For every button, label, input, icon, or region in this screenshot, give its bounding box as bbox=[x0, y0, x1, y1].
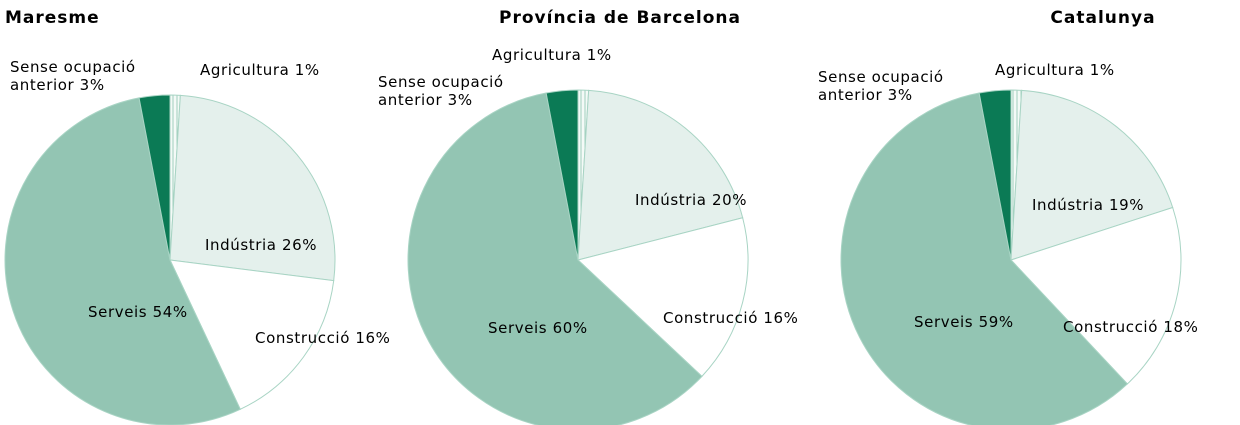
category-name: Construcció bbox=[663, 309, 758, 327]
pie-slice bbox=[576, 217, 749, 378]
pie-slice bbox=[978, 89, 1012, 261]
slice-label: Serveis 60% bbox=[488, 319, 588, 337]
value-label: 3% bbox=[79, 76, 105, 94]
pie-slice bbox=[840, 92, 1129, 425]
category-name: Serveis bbox=[488, 319, 548, 337]
slice-label: Serveis 59% bbox=[914, 313, 1014, 331]
slice-label: Indústria 19% bbox=[1032, 196, 1144, 214]
category-name: Indústria bbox=[1032, 196, 1104, 214]
category-name: Construcció bbox=[1063, 318, 1158, 336]
slice-label: Sense ocupació anterior 3% bbox=[10, 58, 150, 94]
category-name: Sense ocupació anterior bbox=[818, 68, 944, 104]
value-label: 19% bbox=[1108, 196, 1145, 214]
chart-title: Maresme bbox=[5, 8, 100, 28]
chart-title: Província de Barcelona bbox=[499, 8, 741, 28]
value-label: 20% bbox=[711, 191, 748, 209]
slice-label: Construcció 16% bbox=[255, 329, 390, 347]
pie-slice bbox=[138, 94, 171, 261]
chart-title: Catalunya bbox=[1050, 8, 1156, 28]
value-label: 3% bbox=[887, 86, 913, 104]
pie-slice bbox=[1010, 206, 1182, 385]
category-name: Indústria bbox=[635, 191, 707, 209]
category-name: Sense ocupació anterior bbox=[10, 58, 136, 94]
category-name: Sense ocupació anterior bbox=[378, 73, 504, 109]
pie-slice bbox=[577, 89, 744, 261]
slice-label: Construcció 18% bbox=[1063, 318, 1198, 336]
value-label: 1% bbox=[586, 46, 612, 64]
value-label: 18% bbox=[1163, 318, 1199, 336]
pie-slice bbox=[169, 94, 336, 282]
category-name: Agricultura bbox=[492, 46, 582, 64]
slice-label: Agricultura 1% bbox=[492, 46, 612, 64]
slice-label: Agricultura 1% bbox=[200, 61, 320, 79]
category-name: Agricultura bbox=[995, 61, 1085, 79]
category-name: Serveis bbox=[88, 303, 148, 321]
category-name: Construcció bbox=[255, 329, 350, 347]
value-label: 59% bbox=[978, 313, 1014, 331]
value-label: 54% bbox=[152, 303, 188, 321]
slice-label: Indústria 20% bbox=[635, 191, 747, 209]
slice-label: Indústria 26% bbox=[205, 236, 317, 254]
value-label: 1% bbox=[294, 61, 320, 79]
pie-slice bbox=[169, 259, 335, 410]
pie-slice bbox=[407, 92, 703, 425]
pie-slice bbox=[545, 89, 579, 261]
pie-slice bbox=[1010, 89, 1174, 261]
category-name: Indústria bbox=[205, 236, 277, 254]
slice-label: Sense ocupació anterior 3% bbox=[818, 68, 958, 104]
slice-label: Agricultura 1% bbox=[995, 61, 1115, 79]
value-label: 16% bbox=[763, 309, 799, 327]
slice-label: Serveis 54% bbox=[88, 303, 188, 321]
value-label: 16% bbox=[355, 329, 391, 347]
value-label: 60% bbox=[552, 319, 588, 337]
value-label: 26% bbox=[281, 236, 318, 254]
slice-label: Construcció 16% bbox=[663, 309, 798, 327]
category-name: Serveis bbox=[914, 313, 974, 331]
value-label: 3% bbox=[447, 91, 473, 109]
category-name: Agricultura bbox=[200, 61, 290, 79]
value-label: 1% bbox=[1089, 61, 1115, 79]
slice-label: Sense ocupació anterior 3% bbox=[378, 73, 518, 109]
